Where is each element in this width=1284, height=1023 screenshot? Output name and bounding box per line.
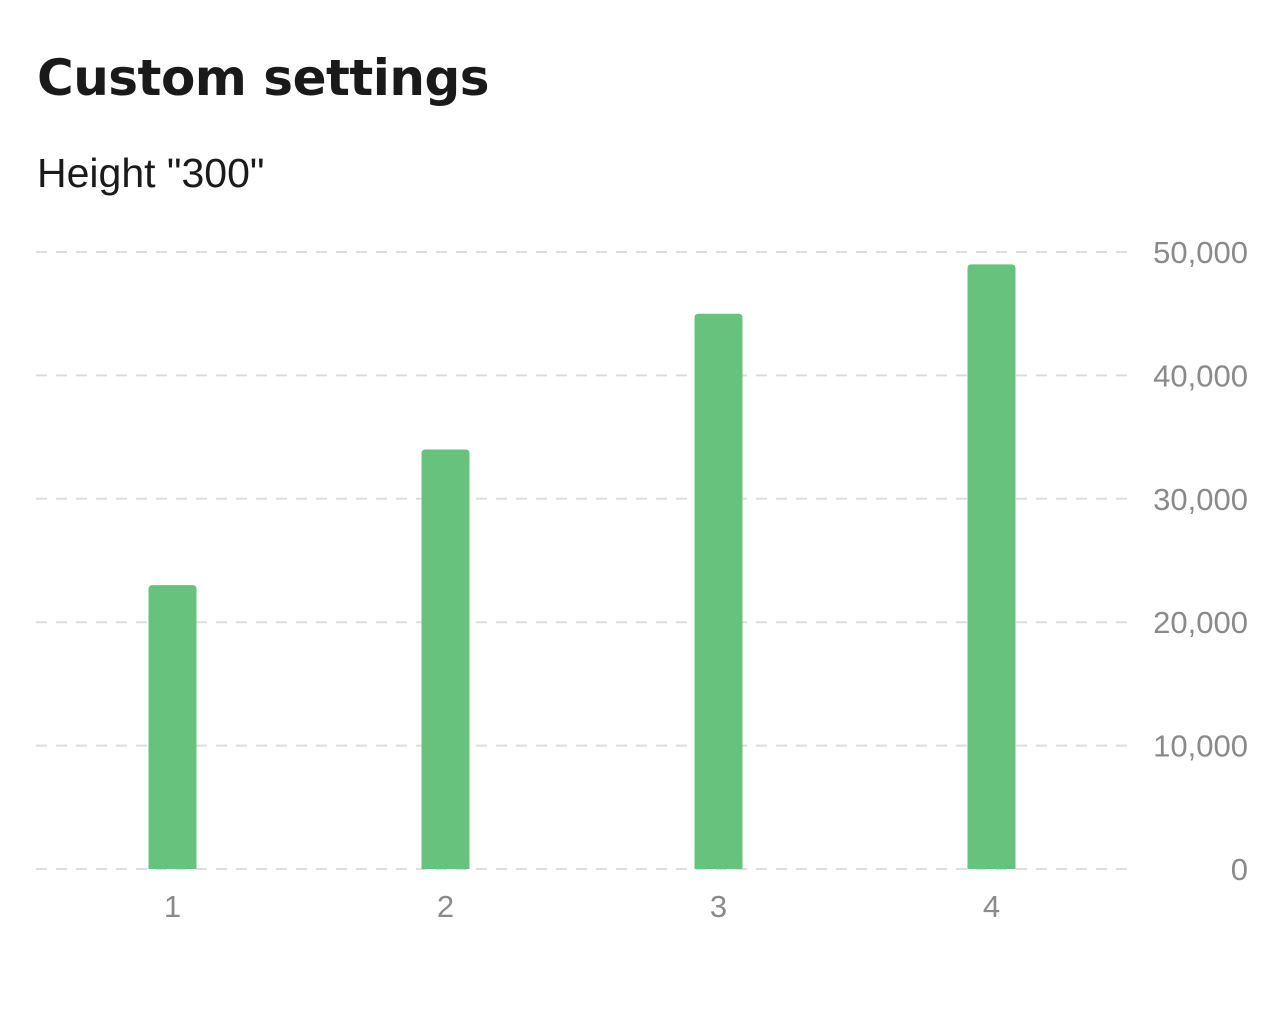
bar-3[interactable] — [694, 313, 743, 869]
grid-lines — [36, 251, 1128, 870]
bar-4[interactable] — [967, 264, 1016, 870]
bars — [148, 264, 1016, 870]
x-tick-label: 2 — [437, 889, 454, 924]
x-tick-label: 4 — [983, 889, 1000, 924]
y-tick-label: 50,000 — [1153, 235, 1248, 270]
page-title: Custom settings — [37, 49, 490, 107]
y-axis-ticks: 0 10,000 20,000 30,000 40,000 50,000 — [1153, 235, 1248, 887]
chart-subtitle: Height "300" — [37, 150, 265, 196]
y-tick-label: 20,000 — [1153, 605, 1248, 640]
y-tick-label: 30,000 — [1153, 482, 1248, 517]
y-tick-label: 10,000 — [1153, 729, 1248, 764]
y-tick-label: 40,000 — [1153, 358, 1248, 393]
bar-2[interactable] — [421, 449, 470, 869]
x-tick-label: 3 — [710, 889, 727, 924]
bar-1[interactable] — [148, 585, 197, 869]
x-axis-ticks: 1 2 3 4 — [164, 889, 1000, 924]
y-tick-label: 0 — [1231, 852, 1248, 887]
x-tick-label: 1 — [164, 889, 181, 924]
